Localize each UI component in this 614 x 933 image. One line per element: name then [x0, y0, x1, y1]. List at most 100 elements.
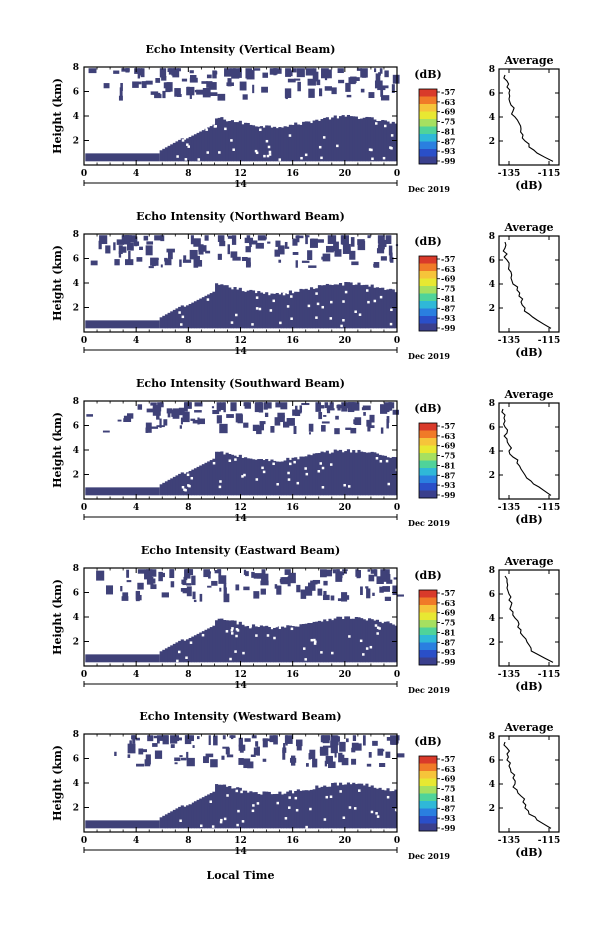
echo-cell	[86, 414, 94, 417]
echo-cell	[116, 239, 125, 245]
echo-gap	[373, 299, 377, 303]
echo-cell	[226, 414, 234, 418]
echo-cell	[368, 92, 375, 99]
colorbar-segment	[419, 612, 437, 621]
echo-cell	[204, 629, 208, 663]
echo-cell	[382, 586, 390, 592]
echo-cell	[171, 409, 174, 417]
echo-gap	[255, 151, 259, 155]
echo-cell	[85, 820, 160, 829]
echo-cell	[381, 287, 385, 329]
colorbar-segment	[419, 627, 437, 636]
colorbar-segment	[419, 445, 437, 454]
echo-cell	[296, 626, 300, 663]
echo-cell	[159, 817, 163, 829]
echo-cell	[134, 236, 138, 247]
echo-cell	[376, 248, 385, 254]
echo-cell	[312, 789, 316, 829]
y-tick-label: 2	[73, 471, 79, 481]
echo-gap	[276, 801, 280, 805]
panel-title: Echo Intensity (Southward Beam)	[136, 377, 345, 390]
echo-cell	[167, 145, 171, 162]
echo-cell	[190, 235, 194, 245]
echo-cell	[170, 744, 175, 748]
echo-cell	[273, 460, 277, 496]
colorbar-segment	[419, 134, 437, 142]
echo-cell	[291, 124, 295, 162]
echo-gap	[184, 158, 188, 161]
echo-cell	[304, 586, 313, 596]
echo-cell	[215, 620, 219, 663]
average-title: Average	[503, 721, 553, 734]
echo-cell	[137, 569, 145, 574]
echo-cell	[309, 123, 314, 162]
echo-cell	[328, 618, 332, 663]
echo-cell	[216, 415, 222, 424]
echo-cell	[354, 417, 362, 426]
echo-cell	[236, 456, 240, 496]
echo-cell	[320, 451, 324, 496]
echo-cell	[312, 120, 316, 162]
echo-cell	[249, 242, 252, 248]
echo-cell	[366, 419, 372, 427]
echo-cell	[220, 284, 224, 329]
average-profile-line	[503, 74, 554, 162]
echo-gap	[354, 310, 357, 313]
echo-gap	[314, 640, 317, 643]
echo-cell	[386, 416, 390, 423]
echo-cell	[296, 743, 302, 751]
echo-cell	[241, 624, 245, 663]
colorbar-tick-label: -87	[441, 470, 455, 480]
echo-cell	[209, 793, 213, 829]
echo-field	[85, 402, 400, 496]
echo-cell	[122, 592, 129, 598]
echo-cell	[274, 417, 281, 426]
echo-cell	[365, 452, 369, 496]
echo-cell	[363, 412, 366, 416]
colorbar-segment	[419, 430, 437, 439]
echo-cell	[85, 320, 160, 329]
colorbar-segment	[419, 460, 437, 469]
echo-cell	[154, 258, 159, 261]
y-tick-label: 4	[73, 112, 79, 122]
echo-cell	[267, 791, 271, 829]
echo-cell	[233, 455, 237, 496]
echo-cell	[336, 569, 340, 579]
echo-cell	[163, 419, 168, 426]
echo-gap	[273, 636, 276, 640]
echo-gap	[240, 790, 243, 794]
echo-cell	[331, 285, 335, 329]
echo-cell	[280, 402, 288, 410]
echo-cell	[260, 588, 266, 595]
echo-cell	[255, 242, 264, 249]
colorbar-segment	[419, 156, 437, 165]
echo-cell	[206, 74, 212, 79]
average-x-tick-label: -115	[538, 836, 561, 846]
echo-cell	[179, 755, 183, 758]
x-tick-label: 16	[286, 670, 299, 680]
echo-cell	[235, 584, 240, 591]
echo-cell	[264, 412, 269, 418]
echo-cell	[356, 68, 362, 71]
echo-cell	[113, 242, 116, 251]
echo-cell	[183, 576, 188, 581]
echo-cell	[288, 625, 293, 663]
echo-cell	[246, 262, 251, 267]
y-tick-label: 8	[73, 564, 79, 574]
echo-cell	[341, 757, 349, 766]
echo-cell	[296, 789, 300, 829]
echo-cell	[199, 798, 203, 829]
echo-cell	[186, 751, 189, 761]
echo-gap	[389, 322, 393, 326]
colorbar-tick-label: -75	[441, 784, 455, 794]
echo-cell	[381, 455, 385, 496]
echo-gap	[353, 807, 357, 810]
echo-cell	[286, 625, 290, 663]
echo-cell	[231, 235, 237, 245]
echo-cell	[391, 84, 395, 93]
echo-cell	[278, 259, 282, 263]
echo-cell	[165, 82, 171, 93]
echo-cell	[221, 755, 225, 760]
echo-cell	[144, 569, 153, 580]
echo-cell	[391, 456, 395, 496]
